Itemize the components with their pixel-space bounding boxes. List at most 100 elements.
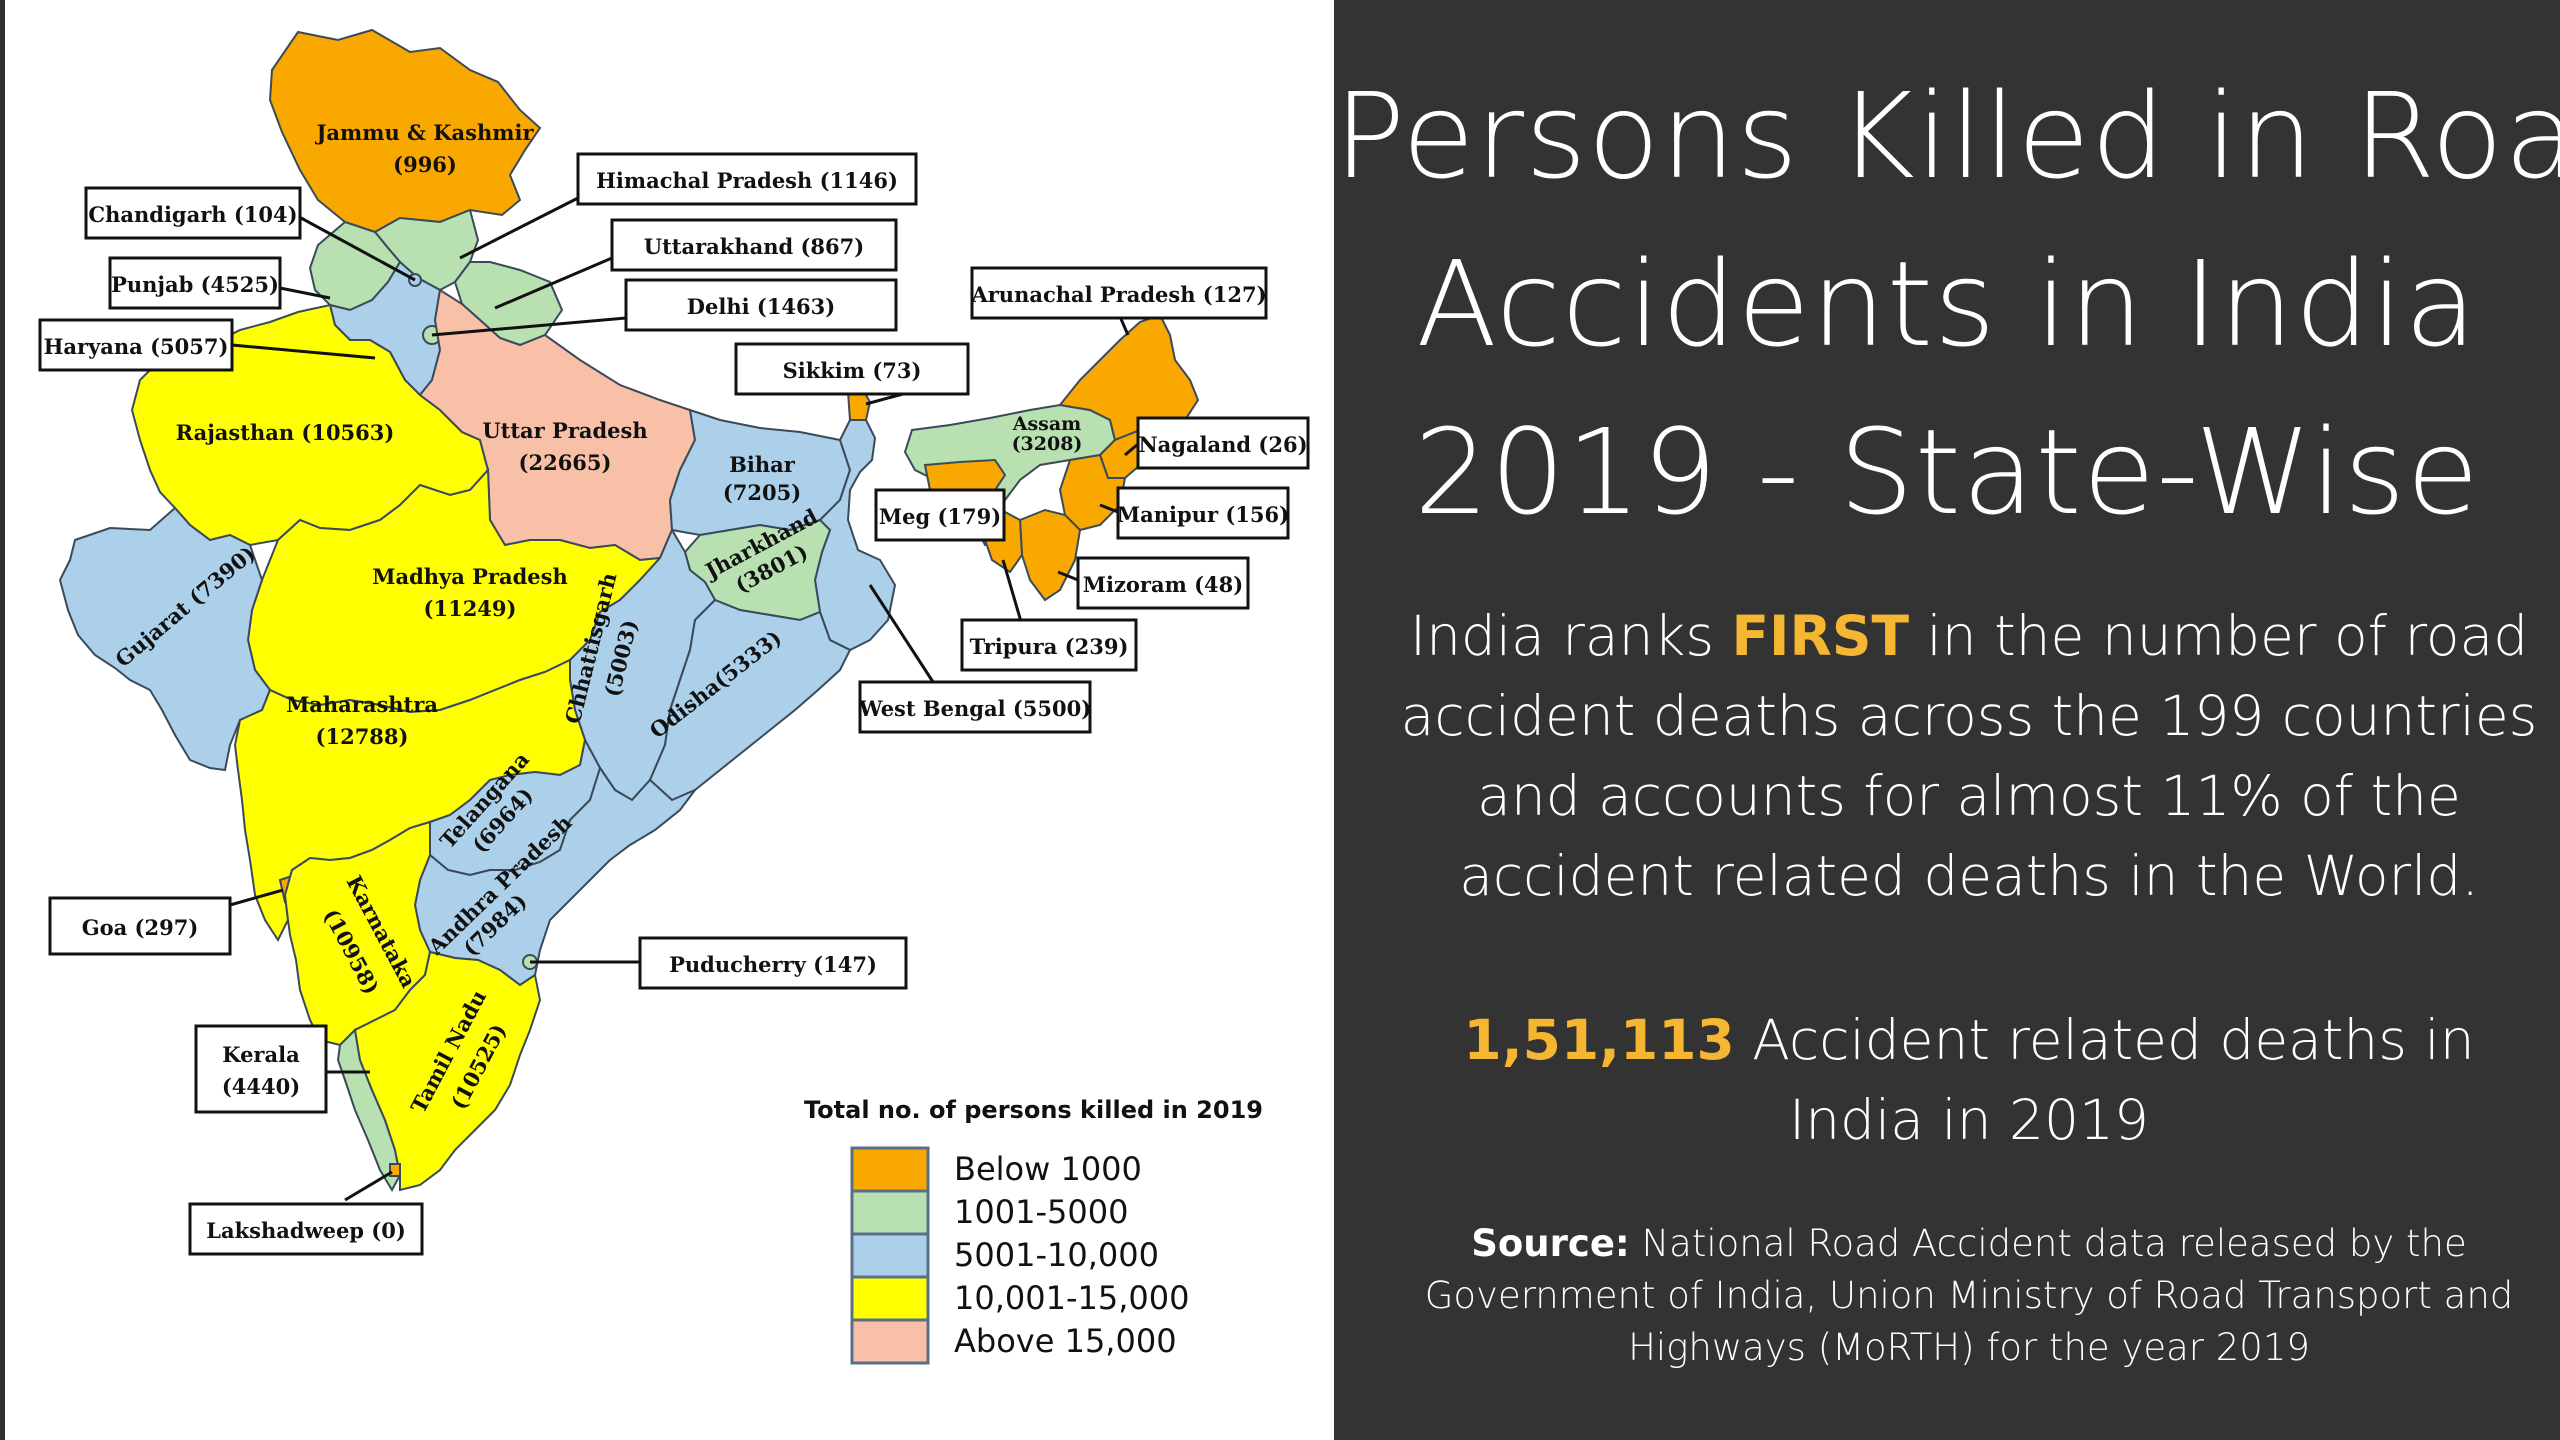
svg-text:Himachal Pradesh (1146): Himachal Pradesh (1146)	[596, 168, 898, 193]
rank-text-after: in the number of road accident deaths ac…	[1400, 604, 2538, 908]
leader-goa	[229, 888, 284, 907]
svg-text:West Bengal (5500): West Bengal (5500)	[858, 696, 1091, 721]
svg-text:(4440): (4440)	[222, 1074, 300, 1099]
value-assam: (3208)	[1012, 433, 1083, 455]
callout-sikkim: Sikkim (73)	[734, 342, 970, 396]
leader-mizoram	[1057, 570, 1079, 582]
deaths-paragraph: 1,51,113 Accident related deaths in Indi…	[1394, 1000, 2544, 1160]
leader-manipur	[1099, 503, 1119, 514]
page-title: Persons Killed in Road Accidents in Indi…	[1334, 52, 2560, 556]
legend-swatch	[850, 1275, 930, 1322]
svg-text:Kerala: Kerala	[222, 1042, 300, 1067]
label-maharashtra: Maharashtra	[286, 692, 438, 717]
legend-label: Above 15,000	[954, 1322, 1177, 1360]
callout-puducherry: Puducherry (147)	[638, 936, 908, 990]
legend-label: Below 1000	[954, 1150, 1142, 1188]
leader-nagaland	[1124, 442, 1139, 457]
state-odisha	[648, 598, 852, 802]
callout-delhi: Delhi (1463)	[624, 278, 898, 332]
callout-tripura: Tripura (239)	[960, 618, 1138, 672]
value-jammu-kashmir: (996)	[393, 152, 457, 177]
value-uttar-pradesh: (22665)	[519, 450, 612, 475]
svg-text:Delhi (1463): Delhi (1463)	[687, 294, 835, 319]
svg-text:Nagaland (26): Nagaland (26)	[1138, 432, 1307, 457]
label-bihar: Bihar	[729, 452, 796, 477]
callout-uttarakhand: Uttarakhand (867)	[610, 218, 898, 272]
leader-delhi	[431, 316, 627, 337]
label-madhya-pradesh: Madhya Pradesh	[372, 564, 568, 589]
rank-text-before: India ranks	[1409, 604, 1732, 668]
label-jammu-kashmir: Jammu & Kashmir	[314, 120, 534, 145]
svg-text:Manipur (156): Manipur (156)	[1117, 502, 1289, 527]
legend-label: 10,001-15,000	[954, 1279, 1189, 1317]
source-paragraph: Source: National Road Accident data rele…	[1394, 1218, 2544, 1374]
value-bihar: (7205)	[723, 480, 801, 505]
svg-text:Puducherry (147): Puducherry (147)	[669, 952, 877, 977]
svg-text:Lakshadweep (0): Lakshadweep (0)	[206, 1218, 406, 1243]
state-jammu-kashmir	[268, 28, 542, 234]
svg-text:Sikkim (73): Sikkim (73)	[783, 358, 922, 383]
legend-swatch	[850, 1232, 930, 1279]
svg-text:Haryana (5057): Haryana (5057)	[44, 334, 229, 359]
value-maharashtra: (12788)	[316, 724, 409, 749]
callout-west-bengal: West Bengal (5500)	[858, 680, 1092, 734]
legend-label: 5001-10,000	[954, 1236, 1159, 1274]
callout-chandigarh: Chandigarh (104)	[84, 186, 302, 240]
label-uttar-pradesh: Uttar Pradesh	[482, 418, 647, 443]
state-manipur	[1058, 453, 1127, 532]
source-label: Source:	[1471, 1222, 1630, 1265]
state-tamil-nadu	[353, 950, 542, 1192]
legend-items: Below 1000 1001-5000 5001-10,000 10,001-15,…	[850, 1146, 1189, 1365]
map-panel: Jammu & Kashmir (996) Rajasthan (10563) …	[0, 0, 1310, 1440]
leader-chandigarh	[289, 210, 416, 282]
leader-himachal	[459, 196, 579, 260]
deaths-text: Accident related deaths in India in 2019	[1734, 1008, 2475, 1152]
state-meghalaya	[923, 458, 1007, 494]
left-edge-strip	[0, 0, 5, 1440]
leader-lakshadweep	[344, 1170, 393, 1202]
svg-text:Goa (297): Goa (297)	[82, 915, 199, 940]
deaths-number: 1,51,113	[1463, 1008, 1735, 1072]
rank-paragraph: India ranks FIRST in the number of road …	[1394, 596, 2544, 916]
info-panel: Persons Killed in Road Accidents in Indi…	[1334, 0, 2560, 1440]
state-arunachal-pradesh	[1058, 313, 1200, 442]
legend-swatch	[850, 1146, 930, 1193]
svg-text:Meg (179): Meg (179)	[879, 504, 1001, 529]
svg-text:Mizoram (48): Mizoram (48)	[1083, 572, 1243, 597]
callout-meghalaya: Meg (179)	[874, 488, 1006, 542]
source-body: National Road Accident data released by …	[1424, 1222, 2514, 1369]
leader-tripura	[1001, 559, 1024, 626]
svg-text:Uttarakhand (867): Uttarakhand (867)	[644, 234, 864, 259]
callout-nagaland: Nagaland (26)	[1136, 416, 1310, 470]
label-assam: Assam	[1012, 413, 1082, 435]
callout-himachal-pradesh: Himachal Pradesh (1146)	[576, 152, 918, 206]
title-line-1: Persons Killed in Road	[1334, 67, 2560, 205]
svg-text:Chandigarh (104): Chandigarh (104)	[88, 202, 297, 227]
svg-text:Arunachal Pradesh (127): Arunachal Pradesh (127)	[970, 282, 1266, 307]
callout-kerala: Kerala (4440)	[194, 1024, 328, 1114]
rank-highlight: FIRST	[1731, 604, 1909, 668]
legend-label: 1001-5000	[954, 1193, 1128, 1231]
svg-text:Punjab (4525): Punjab (4525)	[111, 272, 279, 297]
legend: Total no. of persons killed in 2019 Belo…	[804, 1096, 1263, 1365]
callout-arunachal-pradesh: Arunachal Pradesh (127)	[970, 266, 1268, 320]
callout-mizoram: Mizoram (48)	[1076, 556, 1250, 610]
state-gujarat	[58, 506, 272, 772]
callout-lakshadweep: Lakshadweep (0)	[188, 1202, 424, 1256]
state-mizoram	[1018, 508, 1082, 602]
svg-text:Tripura (239): Tripura (239)	[970, 634, 1129, 659]
title-line-3: 2019 - State-Wise	[1414, 403, 2480, 541]
leader-punjab	[279, 286, 331, 300]
state-lakshadweep	[389, 1163, 401, 1177]
legend-swatch	[850, 1189, 930, 1236]
label-rajasthan: Rajasthan (10563)	[176, 420, 395, 445]
title-line-2: Accidents in India	[1416, 235, 2478, 373]
callout-haryana: Haryana (5057)	[38, 318, 234, 372]
leader-west-bengal	[868, 584, 937, 686]
callout-manipur: Manipur (156)	[1116, 486, 1290, 540]
leader-haryana	[231, 343, 376, 360]
value-madhya-pradesh: (11249)	[424, 596, 517, 621]
callout-punjab: Punjab (4525)	[108, 256, 282, 310]
legend-title: Total no. of persons killed in 2019	[804, 1096, 1263, 1124]
